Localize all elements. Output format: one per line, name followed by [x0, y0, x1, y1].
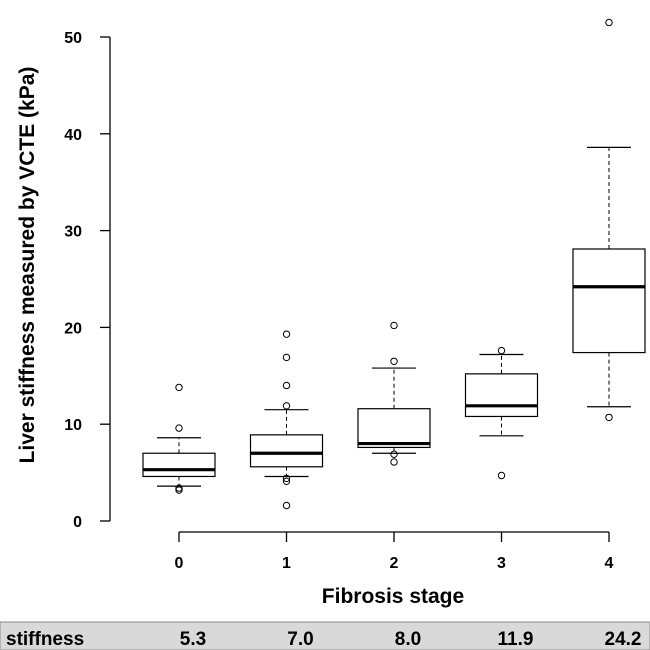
- y-tick-label: 40: [64, 127, 82, 144]
- outlier-point: [390, 321, 398, 330]
- outlier-point: [605, 413, 613, 422]
- footer-value: 8.0: [395, 629, 421, 650]
- outlier-point: [282, 330, 291, 338]
- outlier-point: [497, 471, 506, 480]
- x-tick-label: 3: [497, 555, 506, 572]
- x-axis-title: Fibrosis stage: [322, 585, 464, 608]
- box-group-stage-2: [357, 321, 431, 466]
- outlier-point: [282, 353, 291, 362]
- iqr-box: [357, 408, 431, 449]
- box-group-stage-0: [142, 383, 216, 494]
- outlier-point: [282, 381, 291, 390]
- x-tick-label: 1: [282, 555, 291, 572]
- outlier-point: [390, 458, 398, 466]
- x-tick-label: 2: [390, 555, 399, 572]
- y-tick-label: 20: [64, 320, 82, 337]
- y-tick-label: 0: [73, 514, 82, 531]
- x-tick-label: 0: [175, 555, 184, 572]
- box-group-stage-4: [572, 18, 646, 422]
- footer-table: stiffness 5.3 7.0 8.0 11.9 24.2: [0, 621, 650, 650]
- footer-background: [0, 621, 650, 650]
- outlier-point: [282, 402, 291, 410]
- x-axis: 0 1 2 3 4: [175, 531, 614, 572]
- outlier-point: [605, 18, 613, 27]
- box-group-stage-1: [249, 330, 324, 510]
- y-axis: 0 10 20 30 40 50: [64, 30, 111, 531]
- outlier-point: [390, 450, 398, 458]
- footer-value: 11.9: [498, 629, 534, 650]
- box-group-stage-3: [464, 346, 539, 480]
- outlier-point: [175, 383, 183, 392]
- footer-value: 24.2: [605, 629, 642, 650]
- iqr-box: [249, 434, 324, 468]
- y-axis-title: Liver stiffness measured by VCTE (kPa): [16, 67, 39, 464]
- outlier-point: [390, 357, 398, 365]
- boxes: [142, 18, 646, 510]
- outlier-point: [175, 424, 183, 432]
- footer-value: 5.3: [180, 629, 206, 650]
- y-tick-label: 50: [64, 30, 82, 47]
- outlier-point: [175, 484, 183, 492]
- outlier-point: [282, 477, 291, 486]
- outlier-point: [175, 486, 183, 494]
- x-tick-label: 4: [605, 555, 614, 572]
- y-tick-label: 30: [64, 224, 82, 241]
- outlier-point: [282, 501, 291, 510]
- footer-label: stiffness: [6, 629, 84, 650]
- outlier-point: [282, 474, 291, 483]
- outlier-point: [497, 346, 506, 355]
- iqr-box: [464, 373, 539, 418]
- y-tick-label: 10: [64, 417, 82, 434]
- iqr-box: [572, 248, 646, 354]
- footer-value: 7.0: [287, 629, 313, 650]
- iqr-box: [142, 452, 216, 478]
